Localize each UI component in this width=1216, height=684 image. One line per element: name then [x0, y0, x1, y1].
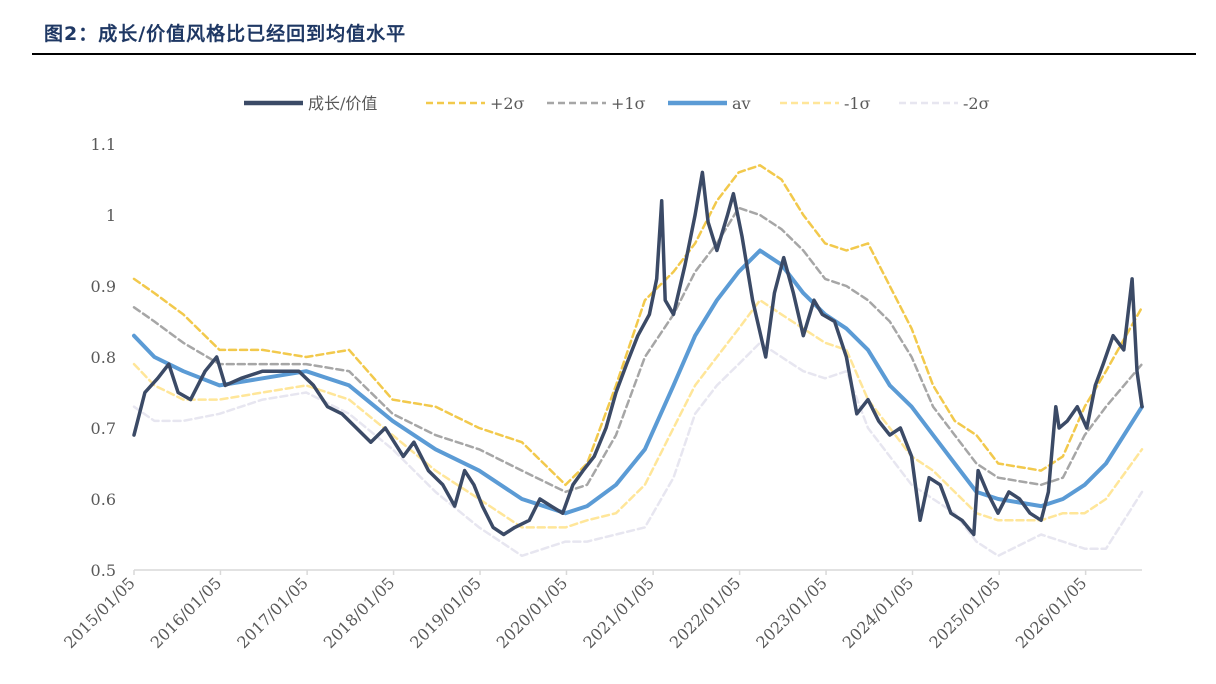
legend-label: -1σ [844, 94, 871, 113]
y-tick-label: 0.8 [91, 348, 116, 367]
title-divider [32, 53, 1196, 55]
figure-title: 图2：成长/价值风格比已经回到均值水平 [44, 23, 407, 45]
x-tick-label: 2015/01/05 [60, 573, 139, 652]
x-tick-label: 2022/01/05 [666, 573, 745, 652]
legend-label: av [732, 94, 751, 113]
x-tick-label: 2025/01/05 [925, 573, 1004, 652]
plot-area [132, 164, 1144, 558]
x-axis: 2015/01/05 2016/01/05 2017/01/05 2018/01/05… [60, 569, 1142, 652]
legend-item-u6210u957f-u4ef7u503c: 成长/价值 [244, 94, 377, 113]
series-minus1sigma-line [132, 298, 1144, 529]
series-plus1sigma-line [132, 206, 1144, 494]
x-tick-label: 2024/01/05 [839, 573, 918, 652]
legend-item-plus2sigma: +2σ [426, 94, 525, 113]
x-tick-label: 2016/01/05 [147, 573, 226, 652]
series-plus2sigma-line [132, 164, 1144, 487]
y-tick-label: 1.1 [91, 135, 116, 154]
y-axis: 0.5 0.6 0.7 0.8 0.9 1 1.1 [91, 135, 116, 580]
legend-item-plus1sigma: +1σ [547, 94, 646, 113]
x-tick-label: 2018/01/05 [320, 573, 399, 652]
x-tick-label: 2026/01/05 [1012, 573, 1091, 652]
legend-item-minus1sigma: -1σ [780, 94, 871, 113]
series-u6210u957f-u4ef7u503c-line [132, 170, 1144, 537]
y-tick-label: 0.9 [91, 277, 116, 296]
series-av-line [132, 248, 1144, 516]
legend-label: 成长/价值 [308, 94, 377, 113]
x-tick-label: 2021/01/05 [579, 573, 658, 652]
x-tick-label: 2017/01/05 [233, 573, 312, 652]
legend-item-av: av [668, 94, 751, 113]
legend-label: -2σ [963, 94, 990, 113]
legend-label: +2σ [490, 94, 525, 113]
x-tick-label: 2023/01/05 [752, 573, 831, 652]
y-tick-label: 1 [106, 206, 116, 225]
x-tick-label: 2020/01/05 [493, 573, 572, 652]
y-tick-label: 0.5 [91, 561, 116, 580]
legend-item-minus2sigma: -2σ [899, 94, 990, 113]
x-tick-label: 2019/01/05 [406, 573, 485, 652]
y-tick-label: 0.6 [91, 490, 116, 509]
series-minus2sigma-line [132, 341, 1144, 558]
chart-legend: 成长/价值 +2σ +1σ av -1σ -2σ [244, 94, 990, 113]
legend-label: +1σ [611, 94, 646, 113]
y-tick-label: 0.7 [91, 419, 116, 438]
